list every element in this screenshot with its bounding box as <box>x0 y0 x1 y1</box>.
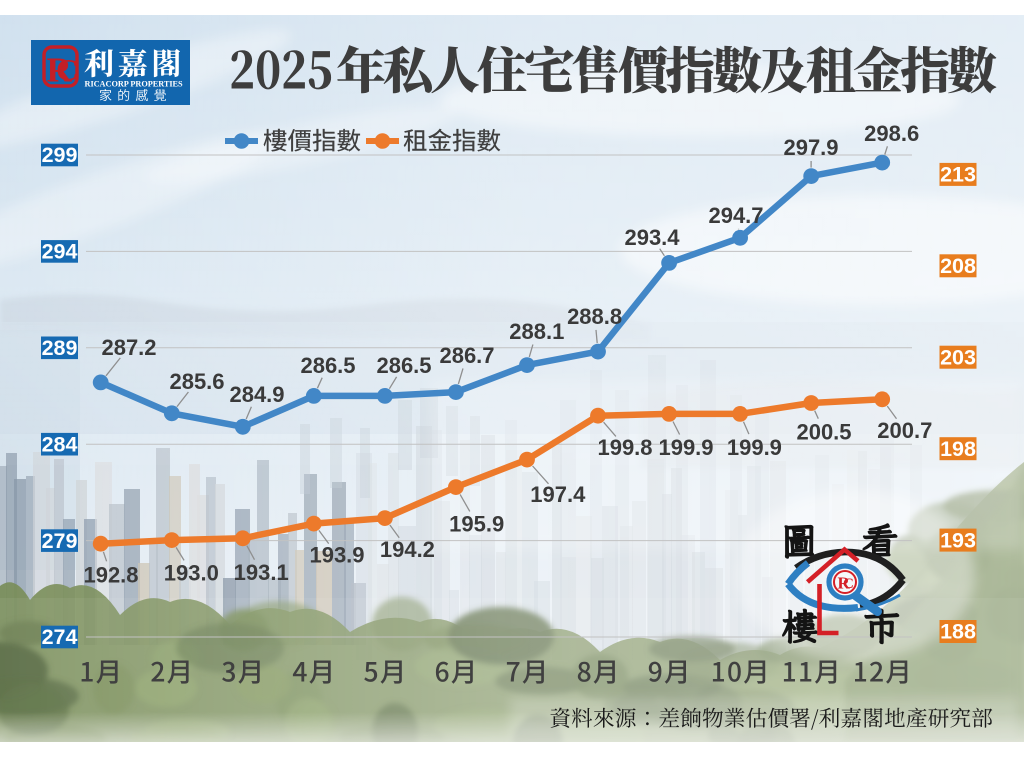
svg-text:294: 294 <box>42 240 78 264</box>
svg-text:R: R <box>838 574 851 593</box>
svg-text:279: 279 <box>42 529 78 553</box>
svg-text:274: 274 <box>42 625 78 649</box>
svg-text:288.1: 288.1 <box>509 319 564 344</box>
svg-text:286.5: 286.5 <box>376 353 431 378</box>
svg-text:193: 193 <box>940 528 976 552</box>
svg-text:293.4: 293.4 <box>624 225 680 250</box>
svg-text:C: C <box>843 576 854 592</box>
svg-text:286.7: 286.7 <box>439 343 494 368</box>
svg-text:203: 203 <box>940 345 976 369</box>
svg-text:213: 213 <box>940 163 976 187</box>
svg-text:287.2: 287.2 <box>101 335 156 360</box>
svg-text:198: 198 <box>940 437 976 461</box>
svg-text:194.2: 194.2 <box>380 537 435 562</box>
svg-text:284.9: 284.9 <box>229 382 284 407</box>
svg-text:199.9: 199.9 <box>727 435 782 460</box>
svg-text:193.1: 193.1 <box>234 560 289 585</box>
svg-text:286.5: 286.5 <box>300 353 355 378</box>
svg-text:200.7: 200.7 <box>877 418 932 443</box>
svg-text:193.9: 193.9 <box>309 543 364 568</box>
svg-text:195.9: 195.9 <box>449 512 504 537</box>
svg-text:199.9: 199.9 <box>658 435 713 460</box>
svg-text:297.9: 297.9 <box>783 135 838 160</box>
svg-text:197.4: 197.4 <box>530 482 586 507</box>
svg-text:208: 208 <box>940 254 976 278</box>
svg-text:188: 188 <box>940 620 976 644</box>
svg-text:285.6: 285.6 <box>169 369 224 394</box>
svg-text:RICACORP PROPERTIES: RICACORP PROPERTIES <box>85 80 184 89</box>
svg-text:284: 284 <box>42 432 78 456</box>
svg-text:200.5: 200.5 <box>796 419 851 444</box>
svg-text:C: C <box>56 52 78 87</box>
svg-text:289: 289 <box>42 336 78 360</box>
svg-text:288.8: 288.8 <box>567 304 622 329</box>
svg-text:299: 299 <box>42 143 78 167</box>
svg-text:294.7: 294.7 <box>708 203 763 228</box>
svg-text:193.0: 193.0 <box>164 560 219 585</box>
svg-text:199.8: 199.8 <box>597 435 652 460</box>
svg-text:R: R <box>47 51 73 90</box>
svg-text:298.6: 298.6 <box>864 121 919 146</box>
svg-text:192.8: 192.8 <box>83 563 138 588</box>
